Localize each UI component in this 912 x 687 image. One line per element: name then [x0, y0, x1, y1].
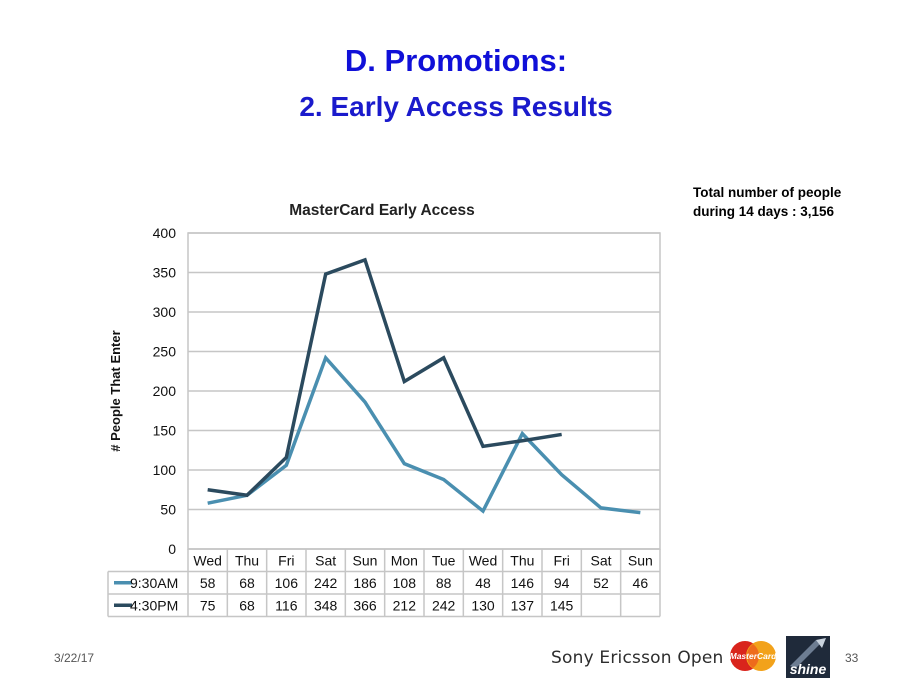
x-tick-label: Thu — [235, 553, 259, 569]
shine-logo-text: shine — [790, 661, 827, 677]
x-tick-label: Fri — [278, 553, 294, 569]
x-tick-label: Sat — [590, 553, 611, 569]
data-label: 68 — [239, 575, 255, 591]
total-note-line-2: during 14 days : 3,156 — [693, 204, 835, 219]
data-label: 106 — [275, 575, 299, 591]
footer-date: 3/22/17 — [54, 651, 95, 665]
total-people-note: Total number of people during 14 days : … — [693, 183, 893, 221]
x-tick-label: Mon — [391, 553, 418, 569]
data-label: 116 — [275, 597, 298, 613]
x-tick-label: Sat — [315, 553, 336, 569]
chart-title: MasterCard Early Access — [289, 202, 475, 219]
data-label: 108 — [393, 575, 417, 591]
mastercard-logo-text: MasterCard — [730, 651, 778, 661]
sponsor-name: Sony Ericsson Open — [551, 648, 724, 668]
series-line-2 — [207, 257, 562, 498]
y-tick-label: 400 — [153, 225, 177, 241]
data-label: 52 — [593, 575, 609, 591]
data-label: 366 — [353, 597, 377, 613]
data-label: 94 — [554, 575, 570, 591]
total-note-line-1: Total number of people — [693, 185, 842, 200]
legend-label-2: 4:30PM — [130, 597, 178, 613]
legend-label-1: 9:30AM — [130, 575, 178, 591]
data-label: 145 — [550, 597, 574, 613]
y-tick-label: 300 — [153, 304, 177, 320]
data-label: 58 — [200, 575, 216, 591]
data-label: 242 — [314, 575, 338, 591]
data-label: 130 — [471, 597, 495, 613]
mastercard-logo-icon: MasterCard — [730, 641, 778, 671]
y-tick-label: 200 — [153, 383, 177, 399]
page-number: 33 — [845, 651, 859, 665]
y-tick-label: 350 — [153, 265, 177, 281]
data-label: 186 — [353, 575, 377, 591]
data-label: 212 — [393, 597, 417, 613]
y-tick-label: 50 — [160, 502, 176, 518]
y-tick-label: 100 — [153, 462, 177, 478]
data-label: 146 — [511, 575, 535, 591]
x-tick-label: Wed — [469, 553, 498, 569]
data-label: 75 — [200, 597, 216, 613]
data-label: 48 — [475, 575, 491, 591]
slide-title: D. Promotions: — [344, 43, 568, 78]
y-tick-label: 0 — [168, 541, 176, 557]
x-tick-label: Thu — [510, 553, 534, 569]
data-label: 88 — [436, 575, 452, 591]
x-tick-label: Tue — [432, 553, 456, 569]
slide-subtitle: 2. Early Access Results — [299, 91, 613, 122]
data-label: 46 — [633, 575, 649, 591]
data-label: 68 — [239, 597, 255, 613]
series-line-1 — [207, 354, 641, 515]
x-tick-label: Sun — [353, 553, 378, 569]
data-label: 137 — [511, 597, 535, 613]
x-tick-label: Sun — [628, 553, 653, 569]
shine-logo-icon: shine — [786, 636, 830, 678]
y-axis-label: # People That Enter — [108, 330, 123, 451]
x-tick-label: Fri — [554, 553, 570, 569]
y-tick-label: 250 — [153, 344, 177, 360]
data-label: 242 — [432, 597, 456, 613]
x-tick-label: Wed — [193, 553, 222, 569]
y-tick-label: 150 — [153, 423, 177, 439]
data-label: 348 — [314, 597, 338, 613]
